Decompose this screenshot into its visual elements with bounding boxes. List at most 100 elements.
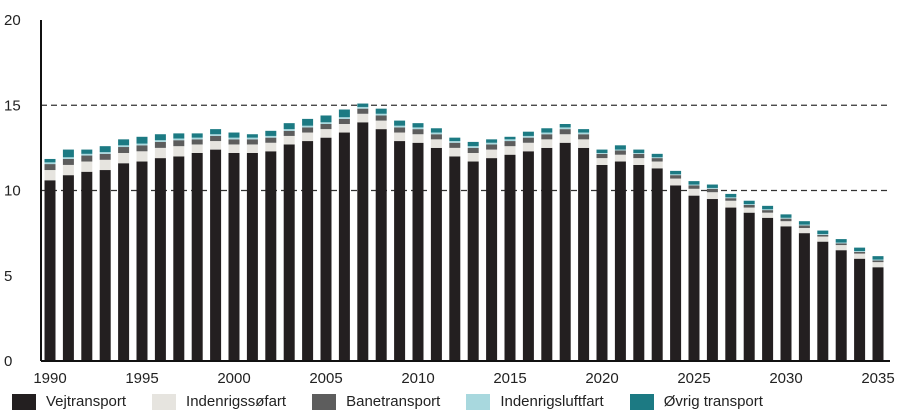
- bar-segment-2001-s3: [246, 137, 258, 140]
- bar-segment-2006-s3: [338, 117, 350, 119]
- bar-stack-1998: [191, 133, 203, 361]
- bar-segment-2001-s2: [246, 139, 258, 145]
- bar-segment-2019-s3: [578, 132, 590, 135]
- legend-swatch-4: [629, 393, 654, 410]
- bar-segment-1997-s4: [173, 133, 185, 139]
- bar-stack-2032: [817, 230, 829, 361]
- x-tick-label-2010: 2010: [401, 370, 434, 387]
- bar-segment-2016-s1: [522, 142, 534, 152]
- bar-segment-1993-s3: [99, 152, 111, 154]
- bar-segment-2029-s1: [762, 212, 774, 218]
- bar-segment-2031-s3: [798, 224, 810, 226]
- bar-segment-1999-s0: [210, 149, 222, 361]
- x-tick-labels: 1990 1995 2000 2005 2010 2015 2020 2025 2030 2035: [33, 370, 894, 387]
- bar-segment-2008-s4: [375, 108, 387, 114]
- bar-segment-1997-s0: [173, 156, 185, 361]
- bar-segment-2019-s0: [578, 147, 590, 361]
- bar-segment-2012-s4: [449, 137, 461, 142]
- legend-item-0: Vejtransport: [12, 393, 126, 410]
- bar-segment-2029-s3: [762, 209, 774, 211]
- legend-label-0: Vejtransport: [46, 393, 127, 410]
- bar-segment-2005-s4: [320, 115, 332, 123]
- bar-segment-2025-s2: [688, 185, 700, 189]
- bar-segment-1996-s1: [154, 147, 166, 159]
- bar-segment-2035-s2: [872, 260, 884, 263]
- bar-segment-2034-s4: [854, 247, 866, 252]
- bar-segment-2023-s2: [651, 158, 663, 162]
- bar-segment-2003-s4: [283, 123, 295, 130]
- bar-segment-2016-s4: [522, 131, 534, 136]
- bar-segment-2027-s1: [725, 200, 737, 208]
- bar-segment-2014-s1: [486, 149, 498, 159]
- bar-stack-2030: [780, 214, 792, 361]
- y-tick-label-10: 10: [4, 183, 21, 200]
- bar-segment-2004-s3: [302, 125, 314, 128]
- legend-item-3: Indenrigsluftfart: [466, 393, 604, 410]
- bar-segment-2029-s4: [762, 205, 774, 210]
- bar-segment-2013-s0: [467, 161, 479, 361]
- bar-segment-1998-s3: [191, 137, 203, 140]
- bar-stack-2017: [541, 128, 553, 361]
- bar-stack-1995: [136, 136, 148, 361]
- bar-segment-2018-s2: [559, 129, 571, 135]
- bar-segment-1995-s4: [136, 136, 148, 144]
- x-tick-label-2025: 2025: [677, 370, 710, 387]
- bar-segment-2004-s0: [302, 141, 314, 361]
- bar-segment-2030-s3: [780, 217, 792, 219]
- bar-segment-2031-s2: [798, 225, 810, 229]
- bar-segment-2016-s3: [522, 135, 534, 138]
- bar-segment-2022-s1: [633, 158, 645, 165]
- bar-segment-1999-s4: [210, 129, 222, 135]
- bar-segment-2015-s0: [504, 154, 516, 361]
- y-tick-labels: 0 5 10 15 20: [4, 12, 21, 370]
- bar-segment-2025-s1: [688, 188, 700, 196]
- bar-stack-2034: [854, 247, 866, 361]
- bar-segment-1992-s0: [81, 171, 93, 361]
- bar-segment-2023-s3: [651, 157, 663, 159]
- bar-segment-2006-s2: [338, 118, 350, 125]
- bar-segment-2028-s1: [743, 207, 755, 213]
- bar-stack-2002: [265, 130, 277, 361]
- bar-segment-1996-s2: [154, 141, 166, 148]
- bar-segment-2021-s3: [614, 149, 626, 151]
- bar-segment-2024-s3: [670, 174, 682, 176]
- bar-segment-2031-s0: [798, 233, 810, 361]
- bar-stack-1999: [210, 129, 222, 361]
- bar-segment-2032-s1: [817, 236, 829, 242]
- bar-segment-2026-s0: [706, 199, 718, 361]
- bar-stack-2033: [835, 239, 847, 361]
- bar-segment-2015-s2: [504, 141, 516, 147]
- bar-segment-1995-s0: [136, 161, 148, 361]
- bar-segment-2035-s4: [872, 256, 884, 260]
- bar-segment-2026-s2: [706, 188, 718, 193]
- bar-stack-2001: [246, 134, 258, 361]
- grid-lines: [41, 104, 890, 192]
- bar-segment-2025-s4: [688, 181, 700, 185]
- bar-segment-2034-s2: [854, 251, 866, 254]
- bar-segment-2030-s1: [780, 221, 792, 227]
- bar-segment-1990-s4: [44, 158, 56, 163]
- bar-segment-2034-s3: [854, 251, 866, 252]
- bar-segment-2025-s0: [688, 195, 700, 361]
- bar-segment-2005-s3: [320, 122, 332, 125]
- bar-segment-2002-s2: [265, 137, 277, 143]
- bar-segment-1991-s1: [62, 164, 74, 176]
- x-tick-label-2030: 2030: [769, 370, 802, 387]
- bar-segment-2015-s1: [504, 146, 516, 155]
- bar-segment-2020-s2: [596, 153, 608, 159]
- bar-segment-2001-s0: [246, 152, 258, 361]
- bar-segment-2002-s3: [265, 135, 277, 138]
- bar-stack-1996: [154, 134, 166, 361]
- bar-segment-1995-s2: [136, 145, 148, 152]
- bar-segment-1996-s3: [154, 140, 166, 142]
- bar-segment-1998-s2: [191, 139, 203, 145]
- bar-segment-2032-s2: [817, 234, 829, 237]
- x-tick-label-2005: 2005: [309, 370, 342, 387]
- bar-segment-2005-s1: [320, 129, 332, 138]
- legend-swatch-2: [312, 393, 337, 410]
- bar-segment-2002-s0: [265, 151, 277, 361]
- bar-segment-2010-s3: [412, 127, 424, 130]
- bar-segment-2015-s4: [504, 136, 516, 140]
- legend-swatch-3: [466, 393, 491, 410]
- bar-segment-2023-s1: [651, 161, 663, 169]
